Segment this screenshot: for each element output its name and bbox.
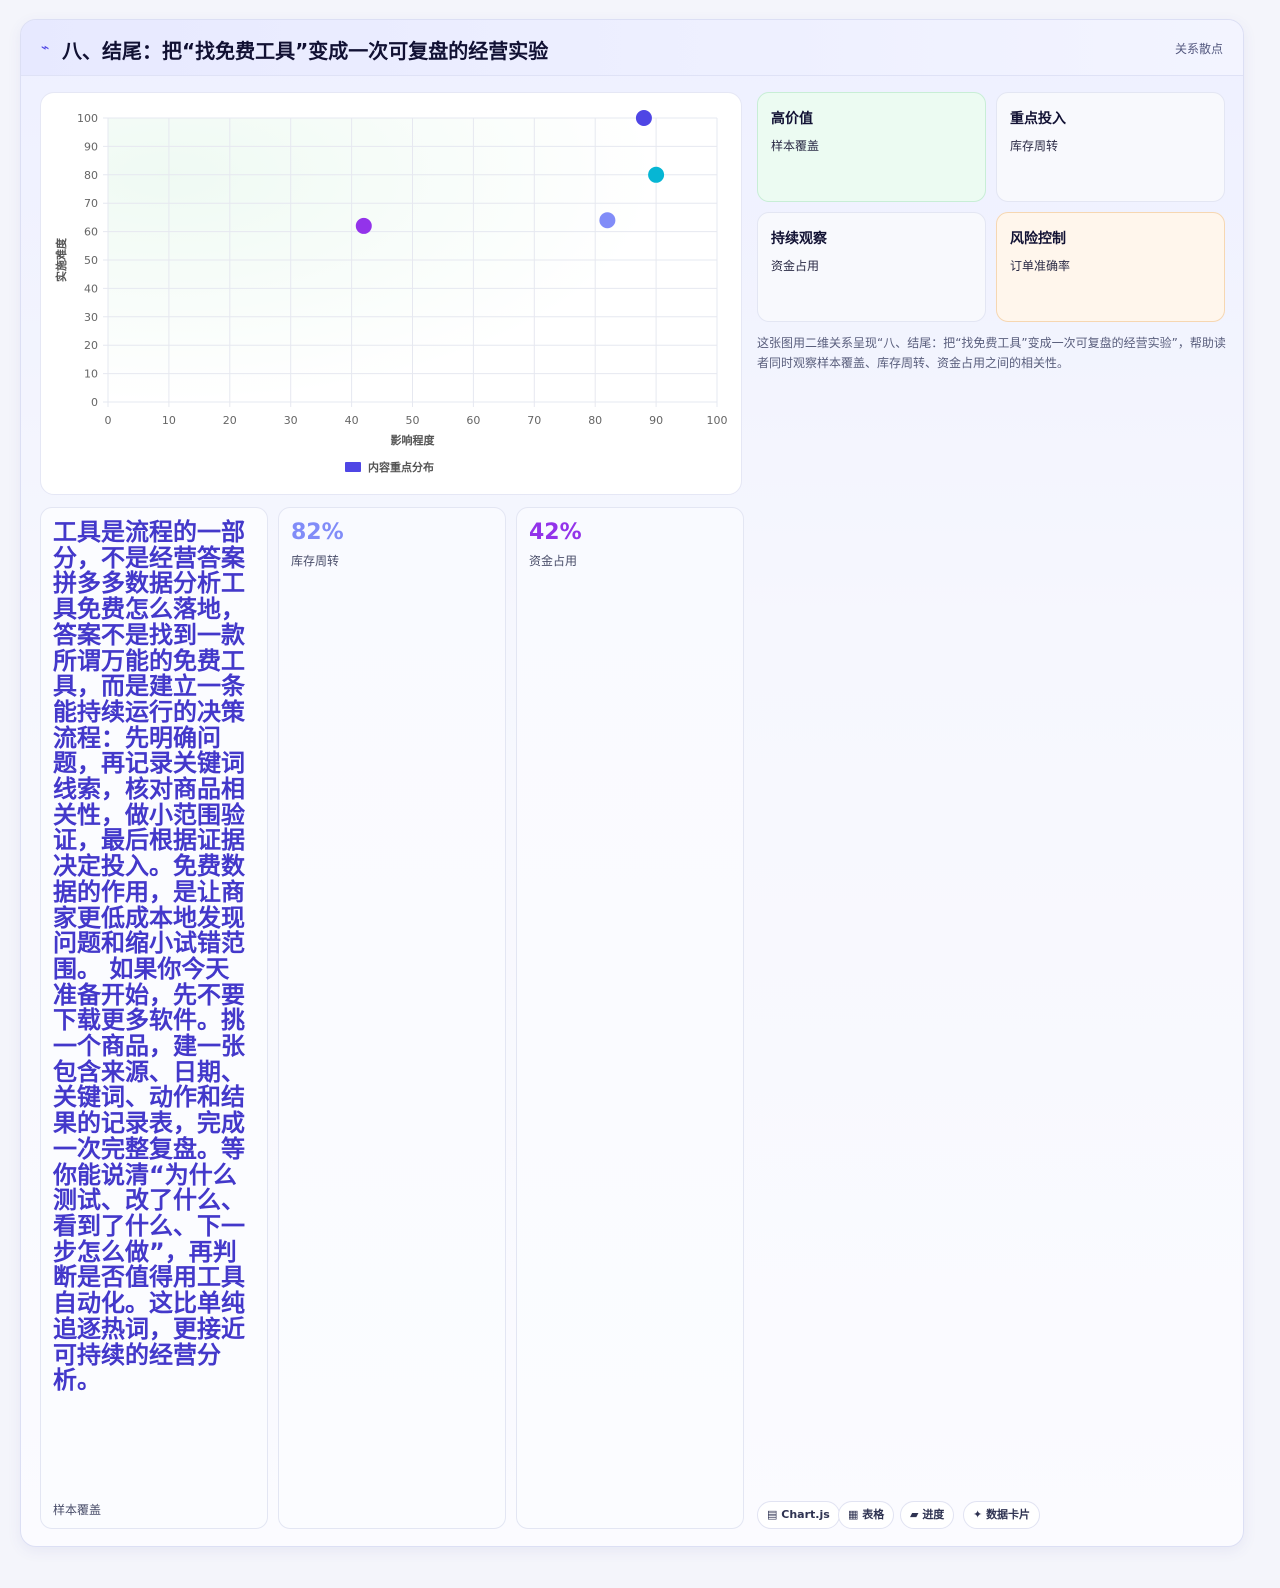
- section-header: ⌁ 八、结尾：把“找免费工具”变成一次可复盘的经营实验 关系散点: [21, 20, 1243, 76]
- y-tick-label: 20: [84, 339, 98, 352]
- chip-table[interactable]: ▦ 表格: [838, 1501, 895, 1529]
- quadrant-sub: 资金占用: [771, 259, 820, 273]
- legend-label: 内容重点分布: [368, 460, 434, 474]
- y-axis-label: 实施难度: [54, 237, 68, 282]
- chip-label: 数据卡片: [986, 1508, 1031, 1521]
- chip-label: Chart.js: [781, 1508, 830, 1521]
- y-tick-label: 10: [84, 368, 98, 381]
- stat-card-capital: 42% 资金占用: [516, 507, 744, 1529]
- stat-label: 库存周转: [291, 554, 340, 568]
- stat-card-inventory: 82% 库存周转: [278, 507, 506, 1529]
- scatter-point: [648, 166, 665, 183]
- x-tick-label: 70: [527, 414, 541, 427]
- chart-type-tag: 关系散点: [1174, 42, 1223, 56]
- chip-progress[interactable]: ▰ 进度: [900, 1501, 955, 1529]
- x-tick-label: 80: [588, 414, 602, 427]
- y-tick-label: 30: [84, 311, 98, 324]
- x-tick-label: 50: [406, 414, 420, 427]
- x-tick-label: 40: [345, 414, 359, 427]
- y-tick-label: 100: [77, 112, 98, 125]
- quadrant-card-high-value: 高价值 样本覆盖: [757, 92, 986, 202]
- legend-swatch: [345, 462, 361, 472]
- quadrant-sub: 样本覆盖: [771, 139, 820, 153]
- x-tick-label: 100: [707, 414, 728, 427]
- summary-text: 工具是流程的一部分，不是经营答案 拼多多数据分析工具免费怎么落地，答案不是找到一…: [53, 518, 245, 1395]
- sparkle-icon: ✦: [973, 1508, 983, 1521]
- quadrant-title: 持续观察: [771, 231, 827, 247]
- y-tick-label: 90: [84, 140, 98, 153]
- table-icon: ▦: [848, 1508, 859, 1521]
- y-tick-label: 40: [84, 282, 98, 295]
- quadrant-card-focus: 重点投入 库存周转: [996, 92, 1225, 202]
- scatter-point: [635, 110, 652, 126]
- y-tick-label: 80: [84, 169, 98, 182]
- chip-label: 进度: [922, 1508, 945, 1521]
- summary-text-card: 工具是流程的一部分，不是经营答案 拼多多数据分析工具免费怎么落地，答案不是找到一…: [40, 507, 268, 1529]
- scatter-chart: 0 10 20 30 40 50 60 70 80 90 100 0 10 20 30 40 50 60 70 80 9…: [54, 110, 728, 474]
- scatter-chart-card: 0 10 20 30 40 50 60 70 80 90 100 0 10 20 30 40 50 60 70 80 9…: [40, 92, 742, 495]
- y-tick-label: 70: [84, 197, 98, 210]
- sparkline-icon: ⌁: [41, 40, 50, 56]
- quadrant-card-observe: 持续观察 资金占用: [757, 212, 986, 322]
- quadrant-title: 高价值: [771, 111, 813, 127]
- stat-label: 资金占用: [529, 554, 578, 568]
- report-page: ⌁ 八、结尾：把“找免费工具”变成一次可复盘的经营实验 关系散点 0 10 20 30…: [20, 19, 1244, 1547]
- chip-chartjs[interactable]: ▤ Chart.js: [757, 1501, 840, 1529]
- quadrant-title: 重点投入: [1010, 111, 1066, 127]
- stat-value: 42%: [529, 520, 582, 545]
- x-tick-label: 10: [162, 414, 176, 427]
- y-tick-label: 60: [84, 226, 98, 239]
- chip-label: 表格: [862, 1508, 885, 1521]
- x-tick-label: 90: [649, 414, 663, 427]
- progress-icon: ▰: [910, 1508, 919, 1521]
- scatter-point: [599, 212, 616, 229]
- x-tick-label: 20: [223, 414, 237, 427]
- page-title: 八、结尾：把“找免费工具”变成一次可复盘的经营实验: [62, 39, 549, 63]
- scatter-point: [355, 217, 372, 234]
- x-tick-label: 0: [105, 414, 112, 427]
- chart-description: 这张图用二维关系呈现“八、结尾：把“找免费工具”变成一次可复盘的经营实验”，帮助…: [757, 336, 1226, 370]
- summary-label: 样本覆盖: [53, 1503, 102, 1517]
- x-tick-label: 60: [466, 414, 480, 427]
- x-axis-label: 影响程度: [391, 433, 436, 447]
- chip-data-card[interactable]: ✦ 数据卡片: [963, 1501, 1041, 1529]
- x-tick-label: 30: [284, 414, 298, 427]
- y-tick-label: 0: [91, 396, 98, 409]
- grid-icon: ▤: [767, 1508, 778, 1521]
- quadrant-sub: 库存周转: [1010, 139, 1059, 153]
- quadrant-card-risk: 风险控制 订单准确率: [996, 212, 1225, 322]
- stat-value: 82%: [291, 520, 344, 545]
- y-tick-label: 50: [84, 254, 98, 267]
- quadrant-sub: 订单准确率: [1010, 259, 1071, 273]
- quadrant-title: 风险控制: [1010, 231, 1066, 247]
